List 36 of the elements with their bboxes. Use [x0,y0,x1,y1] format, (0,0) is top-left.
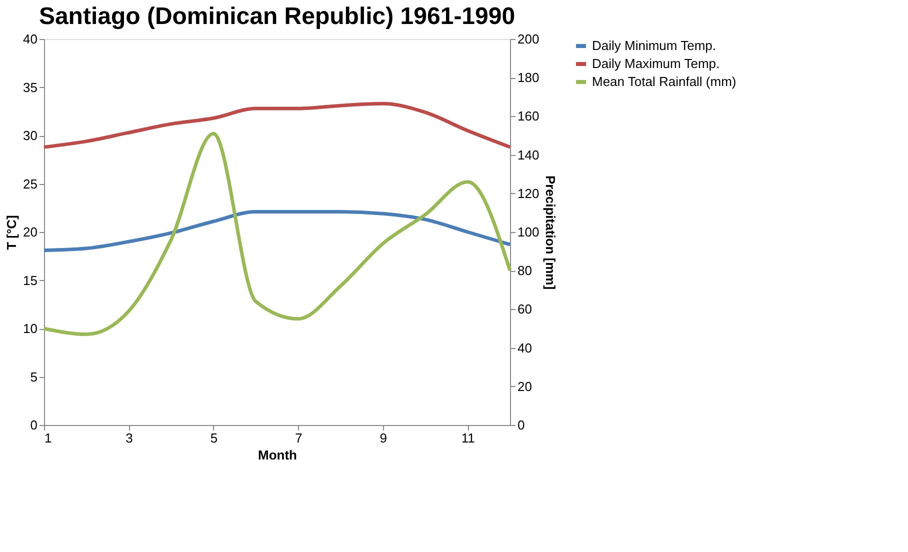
y-tick-label: 0 [30,418,38,432]
y2-axis-title: Precipitation [mm] [543,175,558,290]
y2-tick-label: 40 [518,340,532,356]
y2-tick-label: 80 [518,263,532,278]
legend-label: Mean Total Rainfall (mm) [592,74,736,89]
legend-label: Daily Minimum Temp. [592,38,716,53]
y2-tick-label: 160 [518,108,540,124]
y2-tick-label: 120 [518,186,540,201]
y-tick-label: 20 [23,224,38,240]
y2-tick-label: 100 [518,224,540,240]
y2-tick-label: 20 [518,378,532,394]
legend-label: Daily Maximum Temp. [592,56,720,71]
y-tick-label: 5 [30,369,38,384]
y-tick-label: 40 [23,32,38,46]
line-series [42,132,512,336]
line-series [42,210,512,252]
y2-tick-label: 180 [518,70,540,86]
x-tick-label: 9 [380,430,388,446]
y-tick-label: 35 [23,80,38,95]
x-tick-label: 5 [210,430,218,446]
y2-tick-label: 200 [518,32,540,46]
y2-tick-label: 140 [518,147,540,162]
y-tick-label: 15 [23,272,38,288]
y2-tick-label: 0 [518,418,525,432]
x-tick-label: 1 [44,430,52,446]
y-tick-label: 30 [23,128,38,143]
y2-tick-label: 60 [518,302,532,317]
x-axis-title: Month [258,448,298,462]
y-axis-title: T [°C] [4,215,20,250]
x-tick-label: 3 [126,430,133,446]
chart-title: Santiago (Dominican Republic) 1961-1990 [38,3,516,30]
y-tick-label: 10 [23,321,38,336]
line-series [42,102,512,149]
x-tick-label: 7 [295,430,302,446]
y-tick-label: 25 [23,176,38,192]
x-tick-label: 11 [461,430,475,446]
